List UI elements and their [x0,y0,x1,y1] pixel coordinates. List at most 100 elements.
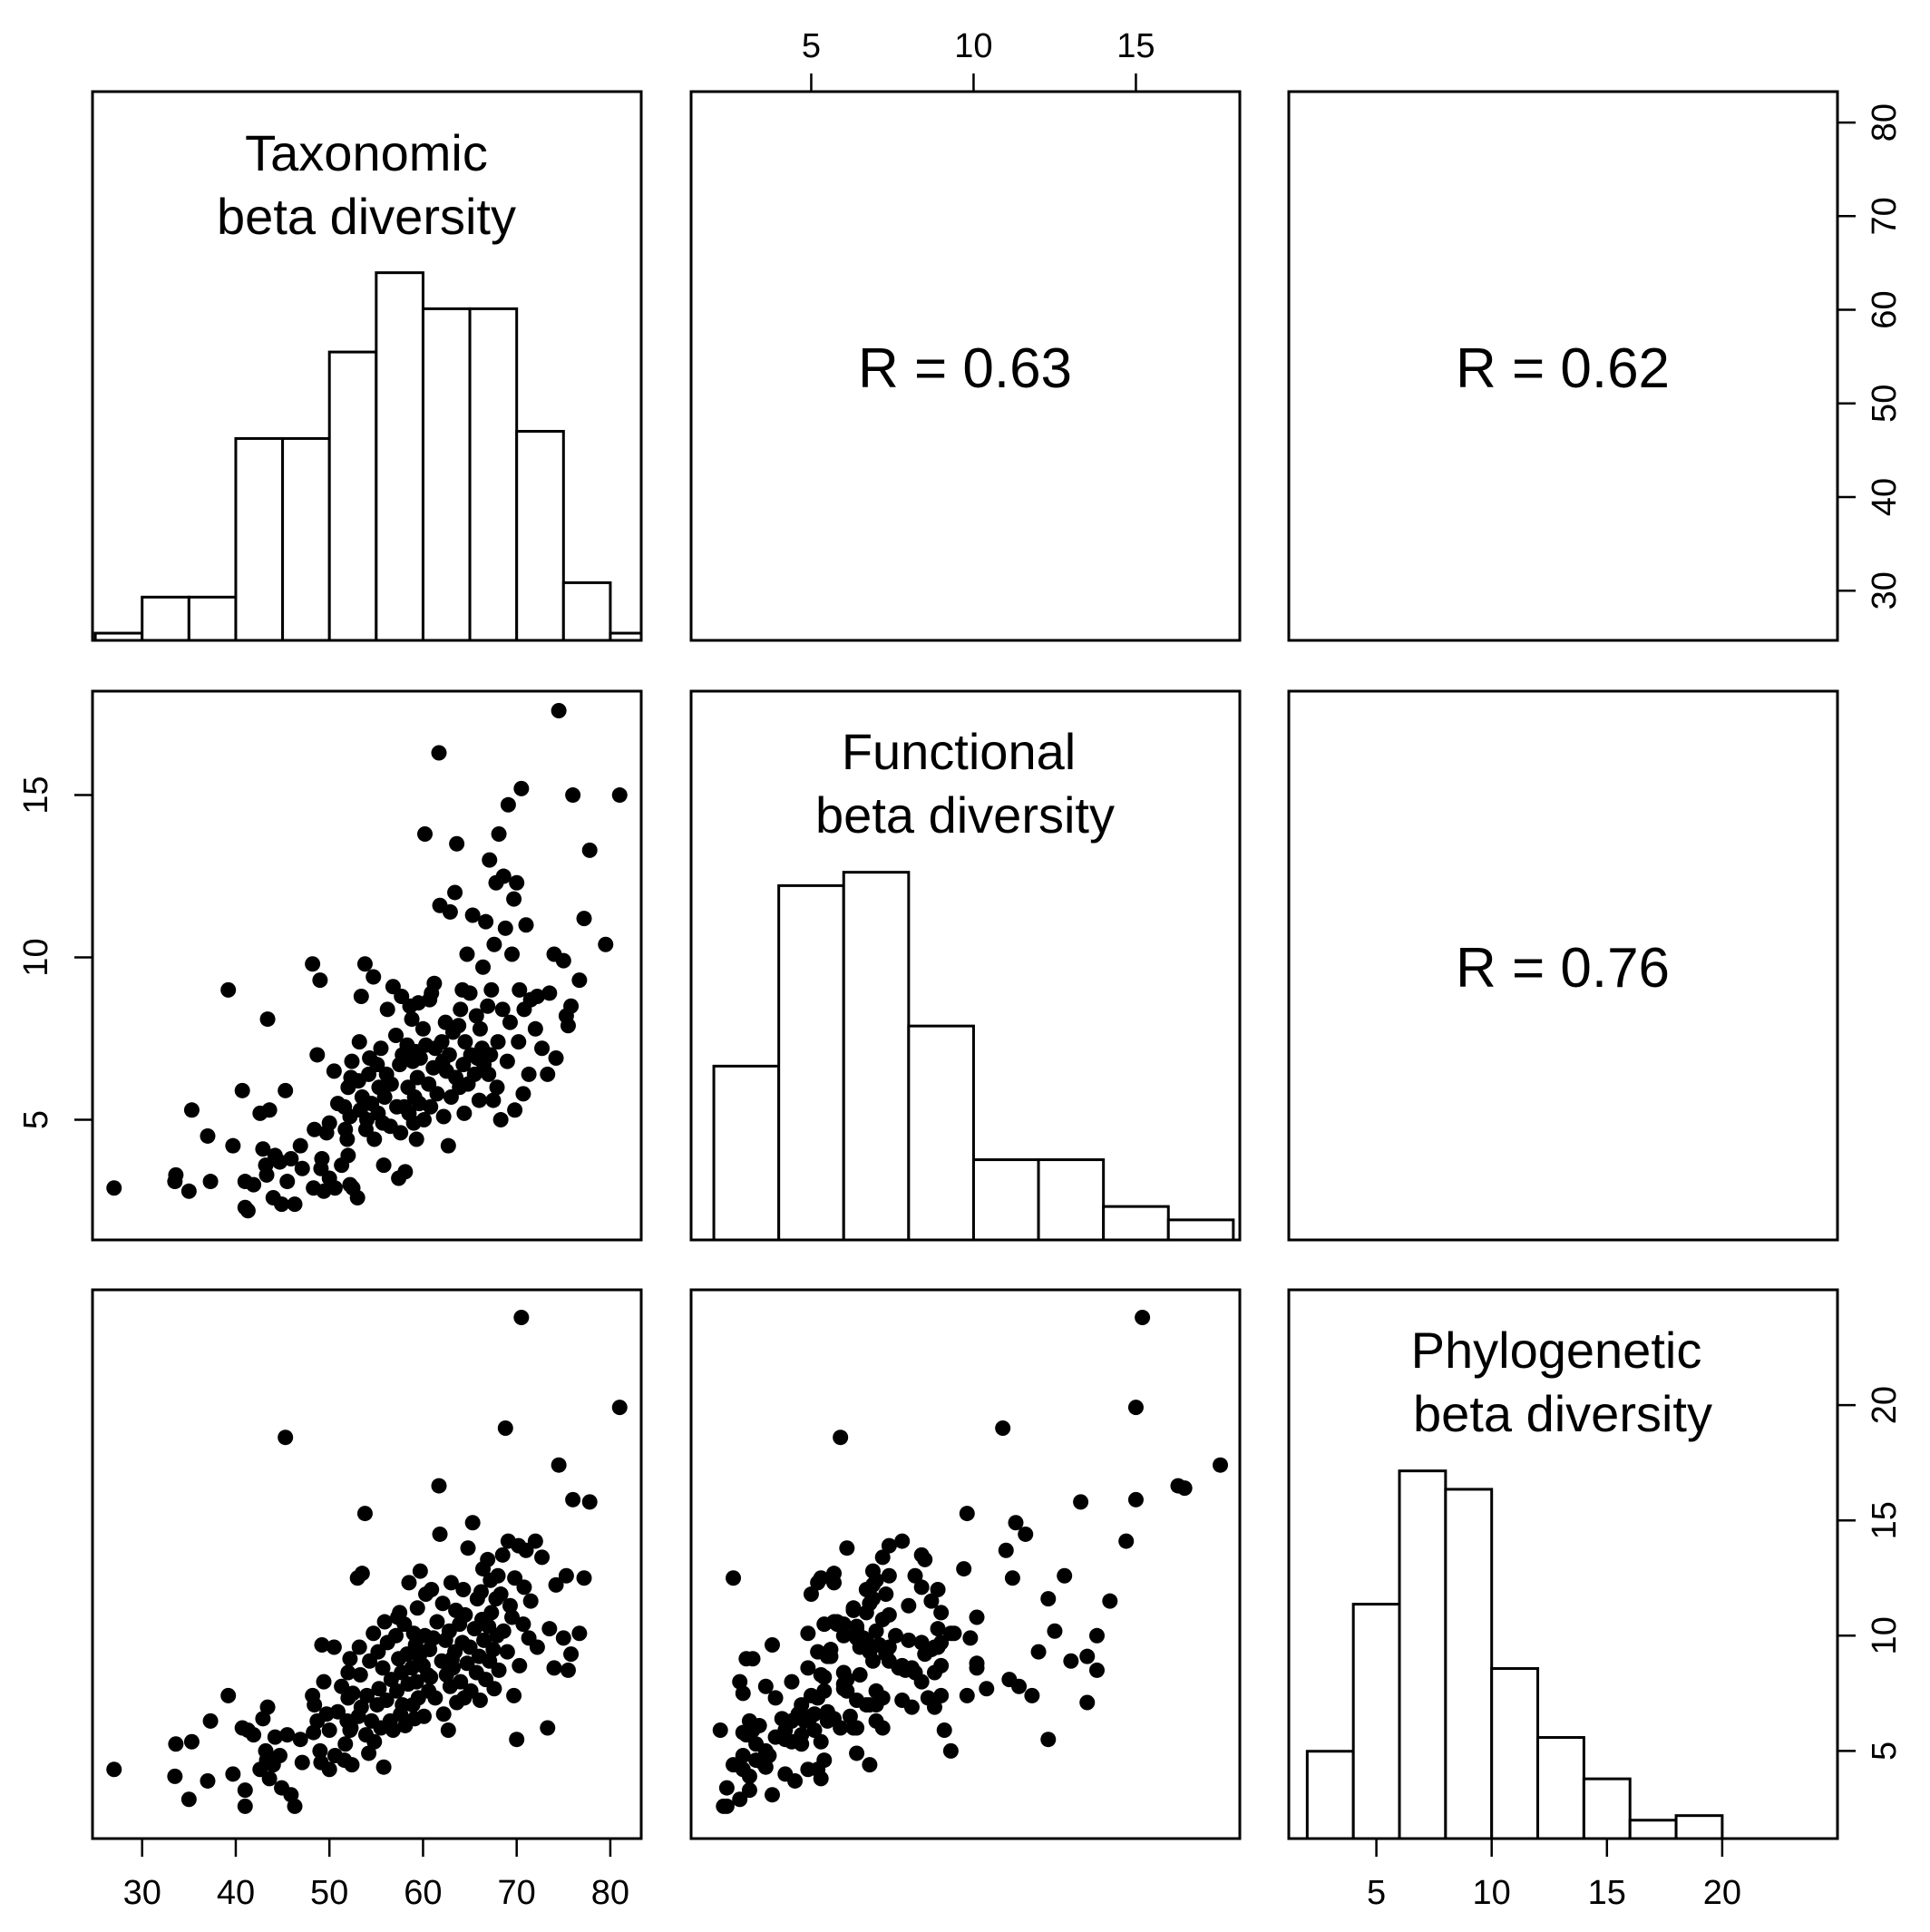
scatter-point [767,1690,784,1706]
scatter-point [491,1662,507,1678]
tick-label: 70 [1866,197,1904,235]
scatter-point [1001,1672,1018,1688]
scatter-point [555,1630,571,1646]
scatter-point [835,1627,852,1644]
hist-bar [971,1158,1040,1242]
hist-bar [561,581,612,642]
scatter-point [225,1766,241,1782]
scatter-point [492,1112,509,1128]
scatter-point [527,1533,543,1549]
tick-label: 50 [310,1874,348,1912]
scatter-point [513,780,530,796]
scatter-point [321,1761,337,1778]
scatter-point [271,1747,288,1763]
scatter-point [913,1579,930,1595]
tick-label: 50 [1866,385,1904,423]
scatter-point [468,1008,484,1024]
scatter-point [497,920,513,936]
scatter-point [512,1657,528,1673]
tick-label: 30 [1866,571,1904,610]
scatter-point [447,884,463,901]
hist-bar [777,883,845,1242]
scatter-point [513,1310,530,1326]
scatter-point [180,1183,197,1199]
scatter-point [312,972,328,989]
scatter-point [548,1576,564,1593]
scatter-point [777,1766,794,1782]
scatter-point [541,985,558,1001]
scatter-point [874,1612,891,1628]
panel-frame [1287,689,1839,1242]
scatter-point [200,1127,216,1144]
scatter-point [259,1699,276,1715]
scatter-point [560,1662,576,1678]
scatter-point [473,1584,489,1600]
scatter-point [1047,1623,1063,1639]
scatter-point [494,1001,511,1018]
scatter-point [294,1754,310,1771]
scatter-point [810,1690,826,1706]
scatter-point [942,1625,959,1642]
scatter-point [460,1540,476,1556]
scatter-point [459,946,475,962]
top-axis-functional: 5 10 15 [802,27,1155,93]
scatter-point [429,1614,445,1630]
scatter-point [509,1732,525,1748]
scatter-point [409,1069,425,1086]
scatter-point [1127,1491,1144,1508]
scatter-point [366,1131,383,1147]
scatter-point [309,1047,326,1063]
diag-title-line2: beta diversity [217,188,516,245]
scatter-point [849,1630,865,1646]
scatter-point [527,1020,543,1037]
scatter-point [1102,1593,1118,1609]
scatter-point [555,952,571,969]
scatter-point [200,1772,216,1789]
scatter-point [823,1642,839,1658]
scatter-point [1176,1480,1193,1497]
scatter-point [540,1066,556,1082]
scatter-point [933,1687,950,1703]
scatter-point [423,1098,439,1115]
hist-bar [1674,1814,1724,1840]
hist-bar [1351,1603,1401,1840]
scatter-point [849,1692,865,1708]
scatter-point [440,1722,456,1739]
scatter-point [826,1575,843,1591]
right-axis-taxonomic: 30 40 50 60 70 80 [1836,103,1904,610]
scatter-point [359,1687,375,1703]
scatter-point [379,1001,395,1018]
scatter-point [499,1644,515,1660]
tick-label: 80 [591,1874,629,1912]
scatter-point [383,1076,399,1092]
scatter-point [907,1567,923,1584]
scatter-point [167,1768,183,1784]
scatter-point [565,1491,581,1508]
scatter-point [457,1034,473,1050]
scatter-point [888,1627,904,1644]
scatter-point [351,1639,367,1655]
tick-label: 40 [1866,478,1904,516]
scatter-point [540,1720,556,1736]
scatter-point [502,1014,518,1030]
scatter-point [183,1733,200,1750]
scatter-point [1063,1653,1079,1669]
scatter-point [490,1034,506,1050]
scatter-point [504,1609,521,1625]
scatter-point [529,1639,545,1655]
scatter-point [1008,1515,1024,1531]
hist-bar [1398,1469,1448,1840]
scatter-point [735,1747,751,1763]
scatter-point [434,1034,450,1050]
scatter-point [1057,1567,1073,1584]
scatter-point [258,1166,275,1183]
scatter-point [314,1636,330,1653]
scatter-point [735,1685,751,1702]
scatter-point [813,1570,829,1586]
correlation-label: R = 0.76 [1456,937,1670,1000]
scatter-point [444,1651,460,1667]
scatter-point [375,1660,391,1676]
tick-label: 40 [217,1874,255,1912]
scatter-point [718,1780,735,1796]
